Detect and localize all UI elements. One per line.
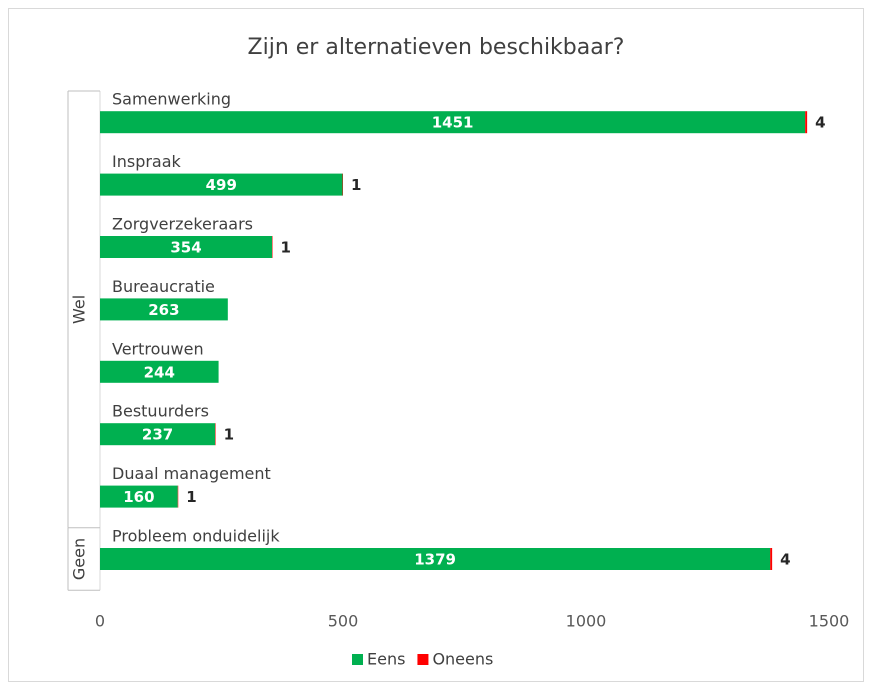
legend-swatch xyxy=(352,654,363,665)
category-label: Inspraak xyxy=(112,152,182,171)
bar-segment xyxy=(805,111,808,134)
bar-segment xyxy=(100,548,771,570)
group-label: Geen xyxy=(70,538,89,580)
x-tick-label: 500 xyxy=(328,612,359,631)
category-label: Duaal management xyxy=(112,464,271,483)
data-label: 1451 xyxy=(432,114,474,132)
x-tick-label: 0 xyxy=(95,612,105,631)
category-label: Vertrouwen xyxy=(112,339,204,358)
bar-segment xyxy=(100,298,228,321)
data-label: 1 xyxy=(186,488,196,506)
data-label: 354 xyxy=(170,239,201,257)
data-label: 263 xyxy=(148,301,179,319)
data-label: 244 xyxy=(144,363,175,381)
bar-segment xyxy=(100,423,216,446)
category-label: Bestuurders xyxy=(112,402,209,421)
bar-segment xyxy=(100,360,219,383)
group-label: Wel xyxy=(70,295,89,324)
legend-label: Eens xyxy=(367,650,405,669)
x-tick-label: 1500 xyxy=(809,612,850,631)
bar-segment xyxy=(100,173,343,196)
category-label: Zorgverzekeraars xyxy=(112,215,253,234)
data-label: 4 xyxy=(815,114,825,132)
bar-segment xyxy=(100,236,273,258)
data-label: 1 xyxy=(351,176,361,194)
data-label: 4 xyxy=(780,551,790,569)
category-label: Bureaucratie xyxy=(112,277,215,296)
data-label: 499 xyxy=(206,176,237,194)
chart-title: Zijn er alternatieven beschikbaar? xyxy=(248,35,625,60)
data-label: 237 xyxy=(142,426,173,444)
data-label: 1 xyxy=(281,239,291,257)
bar-segment xyxy=(100,111,806,134)
data-label: 1379 xyxy=(414,551,456,569)
legend-label: Oneens xyxy=(432,650,493,669)
x-tick-label: 1000 xyxy=(566,612,607,631)
bar-segment xyxy=(770,548,773,570)
category-label: Probleem onduidelijk xyxy=(112,527,280,546)
data-label: 160 xyxy=(123,488,154,506)
category-label: Samenwerking xyxy=(112,90,231,109)
data-label: 1 xyxy=(224,426,234,444)
bar-segment xyxy=(100,485,178,508)
legend-swatch xyxy=(417,654,429,665)
